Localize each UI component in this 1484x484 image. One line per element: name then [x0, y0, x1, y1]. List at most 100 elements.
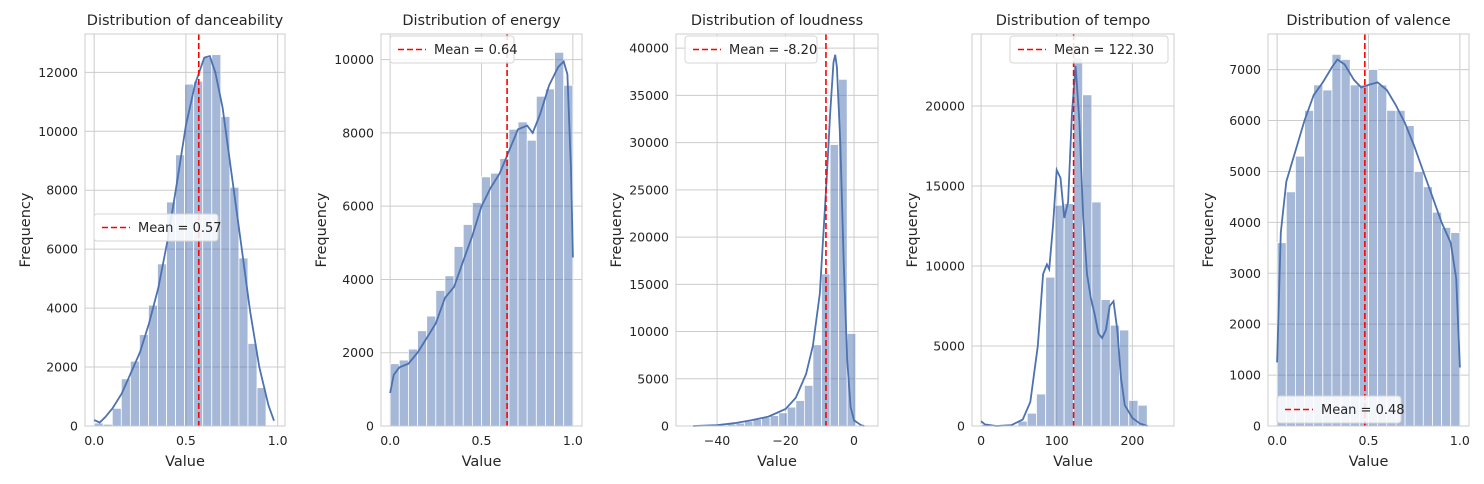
legend-box [93, 213, 219, 242]
chart-panel-energy: 0.0 0.5 1.0 0 2000 4000 6000 8000 10000 Distribu… [314, 13, 583, 470]
y-tick-label: 3000 [1229, 266, 1261, 281]
x-tick-label: 100 [1045, 433, 1069, 448]
histogram-bar [1313, 84, 1324, 427]
legend-box [389, 35, 515, 64]
histogram-bar [175, 154, 186, 427]
axes-frame [675, 33, 879, 427]
chart-panel-danceability: 0.0 0.5 1.0 0 2000 4000 6000 8000 10000 12000 Dis… [18, 13, 288, 470]
histogram-bar [812, 344, 822, 427]
y-tick-label: 7000 [1229, 62, 1261, 77]
y-tick-label: 10000 [925, 259, 965, 274]
histogram-bar [444, 275, 455, 427]
legend-label: Mean = 0.64 [434, 43, 518, 58]
x-tick-label: 0.0 [84, 433, 104, 448]
kde-curve [980, 65, 1148, 427]
histogram-bar [1295, 155, 1305, 427]
y-tick-label: 4000 [1229, 215, 1261, 230]
histogram-bar [1331, 53, 1342, 427]
histogram-bar [426, 315, 437, 427]
histogram-bar [803, 384, 814, 427]
histogram-bar [481, 176, 492, 427]
x-axis-label: Value [165, 454, 205, 470]
y-tick-label: 6000 [46, 242, 78, 257]
x-tick-label: 0.0 [380, 433, 400, 448]
x-tick-label: 0.5 [472, 433, 492, 448]
histogram-bar [220, 116, 231, 427]
kde-curve [1276, 58, 1461, 368]
y-tick-label: 10000 [38, 124, 78, 139]
chart-title: Distribution of danceability [87, 13, 284, 29]
histogram-bar [202, 57, 213, 427]
y-tick-label: 6000 [1229, 113, 1261, 128]
y-tick-label: 0 [661, 419, 669, 434]
x-tick-label: −20 [772, 433, 798, 448]
y-tick-label: 30000 [629, 135, 669, 150]
histogram-bar [554, 51, 565, 427]
chart-panel-valence: 0.0 0.5 1.0 0 1000 2000 3000 4000 5000 6000 7000 D… [1201, 13, 1470, 470]
histogram-bar [1386, 109, 1397, 427]
x-tick-label: 0.5 [176, 433, 196, 448]
y-tick-label: 8000 [342, 125, 374, 140]
histogram-bar [545, 88, 555, 427]
x-tick-label: 1.0 [563, 433, 583, 448]
histogram-bar [1082, 94, 1093, 427]
histogram-bar [1441, 227, 1452, 427]
y-tick-label: 0 [70, 419, 78, 434]
histogram-bar [778, 412, 788, 427]
histogram-bar [1432, 211, 1442, 427]
histogram-bar [517, 121, 528, 427]
x-tick-label: 0.5 [1359, 433, 1379, 448]
histogram-bar [526, 139, 537, 427]
y-tick-label: 5000 [1229, 164, 1261, 179]
chart-panel-loudness: −40 −20 0 0 5000 10000 15000 20000 25000 30000 350… [609, 13, 879, 470]
histogram-bar [1045, 276, 1056, 427]
histogram-bar [1091, 201, 1102, 427]
legend-box [684, 35, 818, 64]
histogram-bar [408, 348, 418, 427]
y-axis-label: Frequency [609, 192, 625, 267]
y-axis-label: Frequency [18, 192, 34, 267]
y-tick-label: 0 [366, 419, 374, 434]
histogram-bar [1340, 59, 1351, 427]
y-tick-label: 1000 [1229, 368, 1261, 383]
x-tick-label: 1.0 [1450, 433, 1470, 448]
kde-curve [389, 59, 574, 394]
histogram-bar [1063, 203, 1074, 427]
y-tick-label: 15000 [925, 179, 965, 194]
histogram-bar [563, 84, 574, 427]
kde-curve [93, 55, 275, 424]
histogram-bar [490, 172, 501, 427]
x-tick-label: 0.0 [1267, 433, 1287, 448]
axes-frame [84, 33, 286, 427]
histogram-bar [111, 407, 122, 427]
chart-title: Distribution of valence [1286, 13, 1450, 29]
x-axis-label: Value [1349, 454, 1389, 470]
histogram-bar [829, 144, 840, 427]
x-tick-label: 200 [1120, 433, 1144, 448]
x-tick-label: 0 [850, 433, 858, 448]
histogram-bar [508, 128, 519, 427]
histogram-bar [769, 415, 780, 427]
histogram-bar [1304, 109, 1315, 427]
x-tick-label: −40 [704, 433, 730, 448]
histogram-bar [786, 406, 797, 427]
chart-title: Distribution of tempo [996, 13, 1151, 29]
histogram-bar [1404, 125, 1415, 427]
legend-label: Mean = -8.20 [729, 43, 817, 58]
histogram-bar [1358, 84, 1369, 427]
histogram-bar [1422, 186, 1433, 427]
y-tick-label: 0 [1253, 419, 1261, 434]
histogram-bar [1395, 109, 1406, 427]
y-tick-label: 35000 [629, 88, 669, 103]
histogram-bar [256, 387, 267, 427]
x-axis-label: Value [757, 454, 797, 470]
axes-frame [971, 33, 1175, 427]
legend-box [1009, 35, 1169, 64]
y-axis-label: Frequency [1201, 192, 1217, 267]
histogram-bar [1054, 204, 1065, 427]
y-tick-label: 40000 [629, 41, 669, 56]
histogram-bar [398, 359, 409, 427]
legend-label: Mean = 0.48 [1321, 403, 1405, 418]
histogram-bar [795, 400, 805, 427]
